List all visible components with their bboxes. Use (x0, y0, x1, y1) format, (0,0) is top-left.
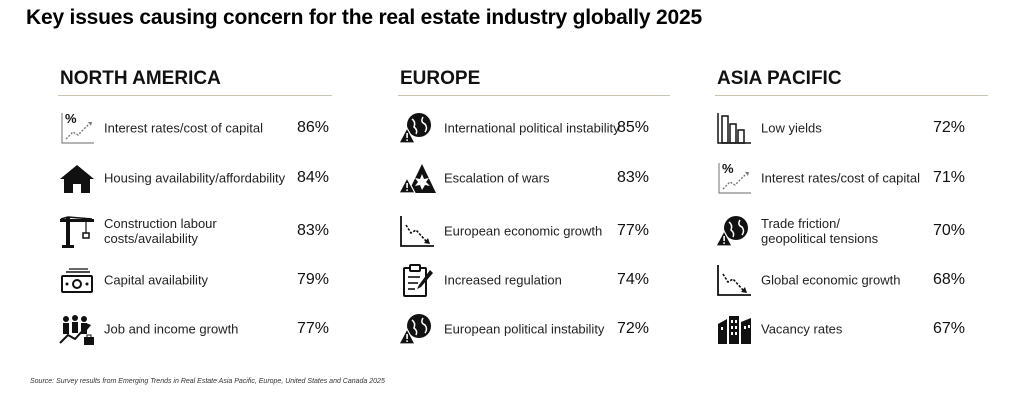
issue-row: Construction labour costs/availability 83% (58, 211, 332, 251)
issue-row: International political instability 85% (398, 108, 670, 148)
chart-title: Key issues causing concern for the real … (26, 6, 702, 29)
issue-row: Increased regulation 74% (398, 260, 670, 300)
issue-percentage: 72% (933, 119, 966, 136)
region-divider (58, 95, 332, 96)
clipboard-icon (398, 262, 436, 298)
issue-percentage: 70% (933, 222, 966, 239)
issue-percentage: 79% (297, 271, 330, 288)
svg-text:%: % (65, 111, 77, 126)
svg-text:%: % (722, 161, 734, 176)
region-divider (715, 95, 988, 96)
buildings-icon (715, 311, 753, 347)
region-north-america: NORTH AMERICA% Interest rates/cost of cap… (58, 66, 332, 345)
issue-percentage: 74% (617, 271, 650, 288)
issue-label: Increased regulation (444, 272, 562, 288)
crane-icon (58, 213, 96, 249)
issue-row: European political instability 72% (398, 309, 670, 349)
issue-row: Job and income growth 77% (58, 309, 332, 349)
interest-rate-icon: % (715, 160, 753, 196)
issue-label: Escalation of wars (444, 170, 550, 186)
issue-row: Vacancy rates 67% (715, 309, 988, 349)
house-icon (58, 160, 96, 196)
issue-row: % Interest rates/cost of capital 86% (58, 108, 332, 148)
issue-row: Capital availability 79% (58, 260, 332, 300)
issue-label: Job and income growth (104, 321, 239, 337)
region-divider (398, 95, 670, 96)
cash-icon (58, 262, 96, 298)
issue-label: Trade friction/geopolitical tensions (761, 216, 879, 246)
region-asia-pacific: ASIA PACIFIC Low yields 72%% Interest rates… (715, 66, 988, 344)
issue-label: International political instability (444, 120, 620, 136)
issue-row: % Interest rates/cost of capital 71% (715, 158, 988, 198)
issue-percentage: 85% (617, 119, 650, 136)
issue-row: European economic growth 77% (398, 211, 670, 251)
issue-label: Vacancy rates (761, 321, 843, 337)
issue-row: Escalation of wars 83% (398, 158, 670, 198)
issue-percentage: 72% (617, 320, 650, 337)
declining-chart-icon (398, 213, 436, 249)
issue-label: Interest rates/cost of capital (761, 170, 920, 186)
declining-chart-icon (715, 262, 753, 298)
issue-percentage: 68% (933, 271, 966, 288)
issue-label: Low yields (761, 120, 822, 136)
issue-label: European economic growth (444, 223, 603, 239)
issue-percentage: 84% (297, 169, 330, 186)
globe-warning-icon (398, 311, 436, 347)
issue-percentage: 83% (617, 169, 650, 186)
issue-row: Trade friction/geopolitical tensions 70% (715, 211, 988, 251)
issue-percentage: 77% (297, 320, 330, 337)
explosion-warning-icon (398, 160, 436, 196)
people-growth-icon (58, 311, 96, 347)
issue-percentage: 71% (933, 169, 966, 186)
region-heading: EUROPE (400, 68, 481, 89)
globe-warning-icon (715, 213, 753, 249)
issue-percentage: 86% (297, 119, 330, 136)
issue-label: Capital availability (104, 272, 209, 288)
issue-row: Low yields 72% (715, 108, 988, 148)
issue-row: Housing availability/affordability 84% (58, 158, 332, 198)
source-note: Source: Survey results from Emerging Tre… (30, 378, 385, 385)
issue-percentage: 67% (933, 320, 966, 337)
region-heading: ASIA PACIFIC (717, 68, 842, 89)
issue-label: Global economic growth (761, 272, 901, 288)
region-europe: EUROPE International political instabilit… (398, 66, 670, 345)
falling-bars-icon (715, 110, 753, 146)
interest-rate-icon: % (58, 110, 96, 146)
issue-percentage: 77% (617, 222, 650, 239)
issue-row: Global economic growth 68% (715, 260, 988, 300)
region-heading: NORTH AMERICA (60, 68, 221, 89)
globe-warning-icon (398, 110, 436, 146)
issue-label: European political instability (444, 321, 605, 337)
issue-label: Construction labour costs/availability (104, 216, 217, 246)
issue-percentage: 83% (297, 222, 330, 239)
issue-label: Interest rates/cost of capital (104, 120, 263, 136)
issue-label: Housing availability/affordability (104, 170, 286, 186)
